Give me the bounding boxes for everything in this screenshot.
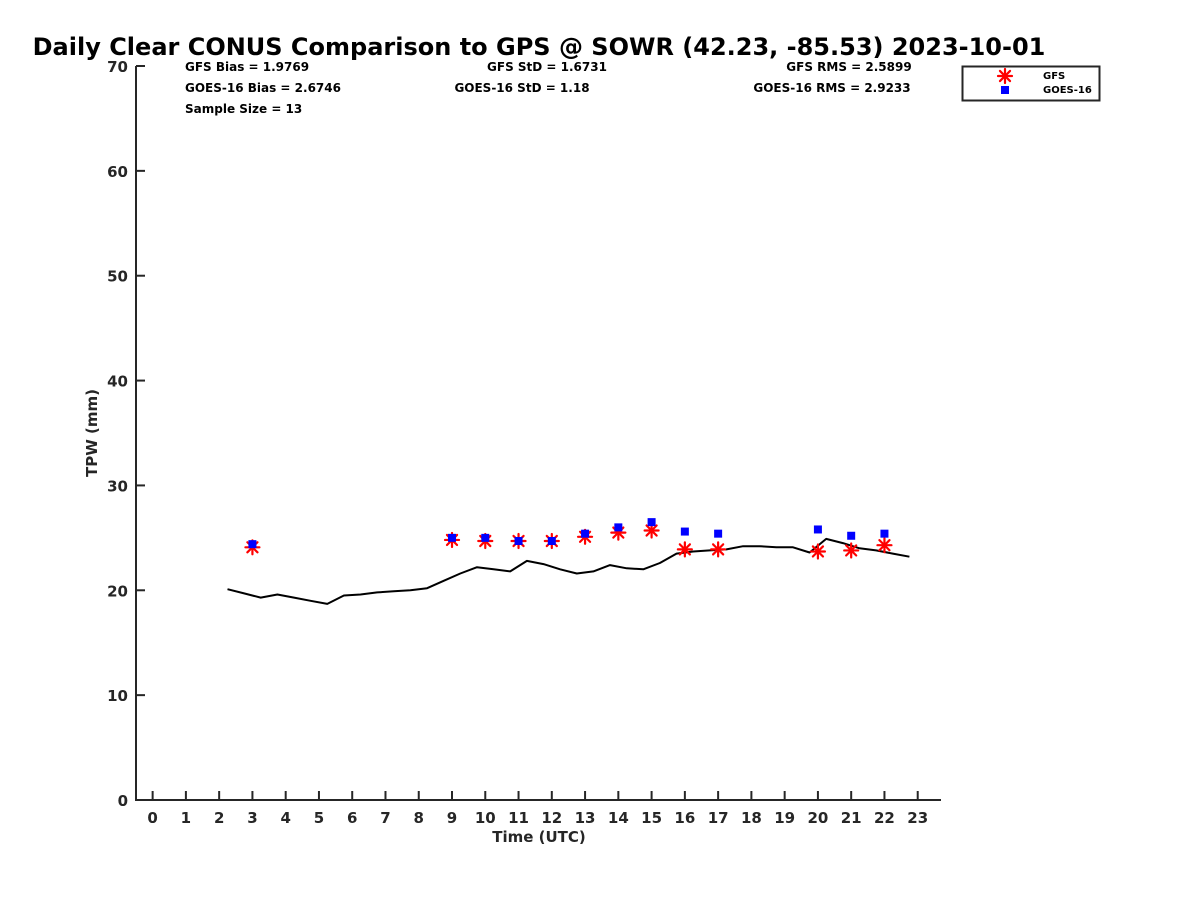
goes-point <box>880 529 889 538</box>
gfs-point <box>676 541 693 558</box>
goes-point <box>813 525 822 534</box>
goes-point <box>647 518 656 527</box>
legend-gfs-label: GFS <box>1043 71 1065 82</box>
gfs-bias-stat: GFS Bias = 1.9769 <box>185 60 309 74</box>
y-tick-label: 40 <box>107 373 128 391</box>
x-tick-label: 4 <box>280 809 290 827</box>
x-tick-label: 15 <box>641 809 662 827</box>
x-tick-label: 13 <box>575 809 596 827</box>
y-tick-label: 0 <box>118 792 128 810</box>
goes-point <box>614 523 623 532</box>
gfs-point <box>809 543 827 560</box>
goes-point <box>680 527 689 536</box>
legend-gfs-marker <box>996 67 1014 85</box>
x-tick-label: 16 <box>674 809 695 827</box>
gps-series <box>227 537 910 605</box>
goes-point <box>547 537 556 546</box>
x-axis-label: Time (UTC) <box>492 828 586 846</box>
sample-size-stat: Sample Size = 13 <box>185 102 302 116</box>
x-tick-label: 7 <box>380 809 390 827</box>
gfs-point <box>710 541 727 558</box>
gfs-point <box>643 522 660 539</box>
goes-point <box>248 540 257 549</box>
legend-goes-marker <box>1001 86 1009 94</box>
x-tick-label: 19 <box>774 809 795 827</box>
y-tick-label: 10 <box>107 687 128 705</box>
gfs-rms-stat: GFS RMS = 2.5899 <box>786 60 911 74</box>
goes-point <box>481 533 490 542</box>
x-tick-label: 22 <box>874 809 895 827</box>
x-tick-label: 12 <box>541 809 562 827</box>
x-tick-label: 6 <box>347 809 357 827</box>
x-tick-label: 23 <box>907 809 928 827</box>
goes-series <box>248 518 889 549</box>
goes-point <box>514 537 523 546</box>
goes-point <box>448 533 457 542</box>
x-tick-label: 8 <box>414 809 424 827</box>
x-tick-label: 9 <box>447 809 457 827</box>
goes-bias-stat: GOES-16 Bias = 2.6746 <box>185 81 341 95</box>
x-tick-label: 1 <box>181 809 191 827</box>
axis-ticks: 0 1 2 3 4 5 6 7 8 9 10 11 12 13 14 15 16 17 18 19 20 21 22 2301… <box>107 58 928 827</box>
plot-area: 0 1 2 3 4 5 6 7 8 9 10 11 12 13 14 15 16 17 18 19 20 21 22 2301… <box>107 58 941 827</box>
chart-title: Daily Clear CONUS Comparison to GPS @ SO… <box>33 33 1046 61</box>
y-tick-label: 30 <box>107 477 128 495</box>
x-tick-label: 21 <box>841 809 862 827</box>
goes-point <box>714 529 723 538</box>
gps-line <box>227 537 910 605</box>
goes-point <box>581 529 590 538</box>
goes-point <box>847 531 856 540</box>
legend-box <box>961 65 1101 102</box>
x-tick-label: 17 <box>708 809 729 827</box>
legend-gfs-asterisk <box>996 67 1014 85</box>
y-tick-label: 50 <box>107 268 128 286</box>
goes-std-stat: GOES-16 StD = 1.18 <box>454 81 589 95</box>
y-tick-label: 70 <box>107 58 128 76</box>
y-axis-label: TPW (mm) <box>83 389 101 477</box>
x-tick-label: 20 <box>807 809 828 827</box>
goes-rms-stat: GOES-16 RMS = 2.9233 <box>753 81 910 95</box>
legend-goes-label: GOES-16 <box>1043 85 1092 96</box>
x-tick-label: 0 <box>147 809 157 827</box>
x-tick-label: 14 <box>608 809 629 827</box>
x-tick-label: 18 <box>741 809 762 827</box>
y-tick-label: 60 <box>107 163 128 181</box>
x-tick-label: 3 <box>247 809 257 827</box>
gfs-point <box>876 537 893 554</box>
x-tick-label: 10 <box>475 809 496 827</box>
x-tick-label: 11 <box>508 809 529 827</box>
x-tick-label: 5 <box>314 809 324 827</box>
legend: GFS GOES-16 <box>961 65 1101 102</box>
y-tick-label: 20 <box>107 582 128 600</box>
gfs-point <box>843 542 860 559</box>
gfs-std-stat: GFS StD = 1.6731 <box>487 60 607 74</box>
x-tick-label: 2 <box>214 809 224 827</box>
